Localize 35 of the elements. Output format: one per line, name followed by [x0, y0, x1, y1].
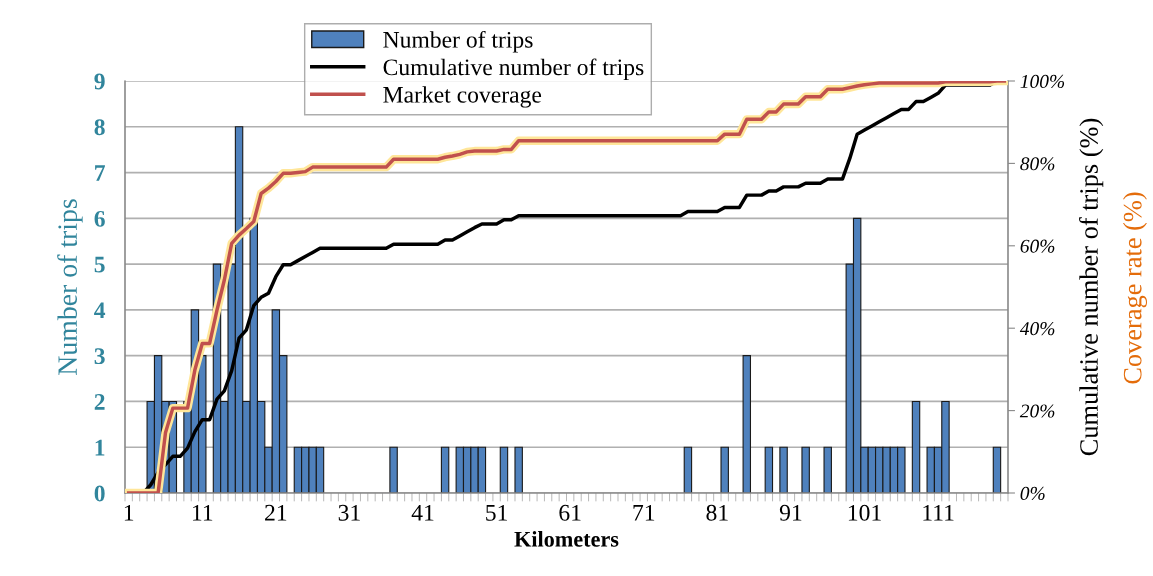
y-tick-label: 8	[94, 119, 105, 136]
y2-tick-label: 40%	[1019, 322, 1055, 336]
y2-tick-label: 0%	[1020, 486, 1045, 500]
x-axis-title: Kilometers	[514, 531, 619, 547]
y2-tick-label: 20%	[1019, 404, 1055, 418]
y2-tick-label: 60%	[1020, 239, 1055, 253]
y2-tick-label: 100%	[1020, 74, 1065, 88]
x-tick-label: 21	[265, 504, 287, 521]
y-tick-label: 5	[94, 256, 105, 273]
y-axis-title: Number of trips	[57, 199, 83, 375]
x-tick-label: 11	[192, 504, 213, 521]
legend-label: Cumulative number of trips	[383, 58, 644, 81]
y2-axis-title: Cumulative number of trips (%)	[1079, 118, 1104, 456]
legend-label: Number of trips	[383, 30, 533, 53]
y-tick-label: 7	[95, 165, 105, 181]
legend-label: Market coverage	[383, 86, 542, 108]
y-tick-label: 2	[94, 394, 105, 410]
y2-tick-label: 80%	[1020, 157, 1055, 171]
text: Coverage rate (%)	[1123, 192, 1147, 384]
y-tick-label: 4	[94, 302, 106, 319]
y-tick-label: 6	[94, 210, 105, 227]
x-tick-label: 61	[559, 504, 581, 521]
x-tick-label: 91	[779, 504, 802, 521]
x-tick-label: 101	[848, 504, 881, 521]
y-tick-label: 3	[94, 348, 105, 365]
y-tick-label: 9	[94, 73, 105, 90]
x-tick-label: 81	[706, 504, 728, 521]
y-tick-label: 0	[94, 485, 105, 502]
x-tick-label: 51	[486, 504, 507, 521]
x-tick-label: 31	[338, 504, 360, 521]
x-tick-label: 41	[411, 504, 434, 521]
y-tick-label: 1	[95, 439, 105, 456]
x-tick-label: 111	[923, 504, 954, 521]
x-tick-label: 1	[124, 504, 134, 521]
x-tick-label: 71	[633, 504, 655, 521]
